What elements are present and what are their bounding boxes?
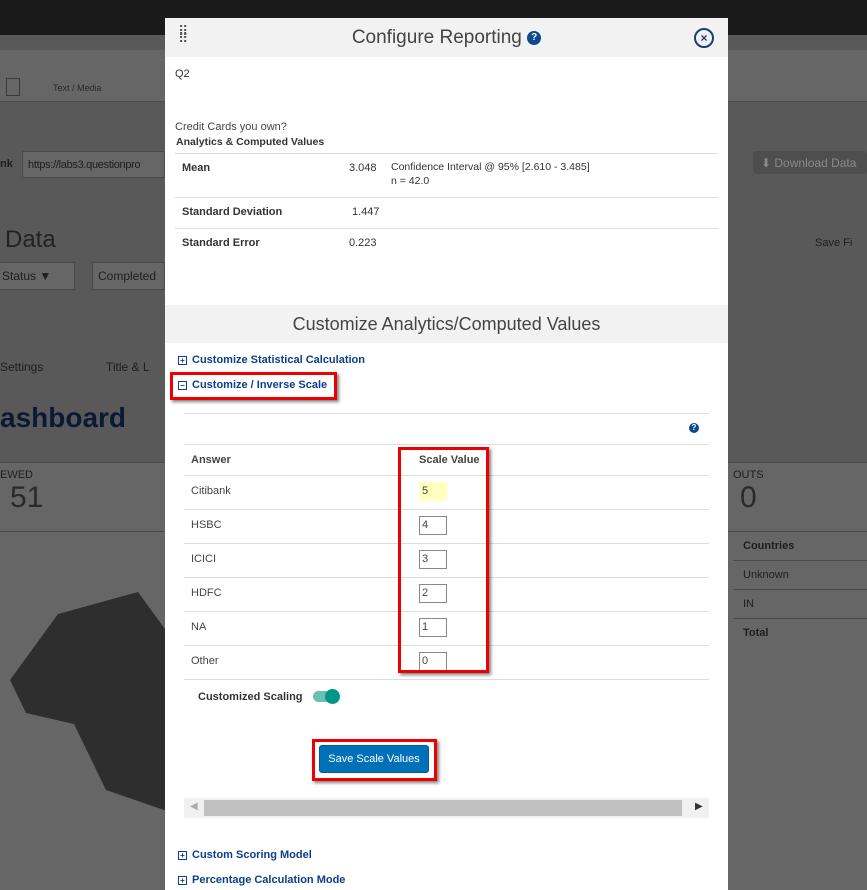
modal-header: ⠿ ⠿ Configure Reporting ? × [165, 18, 728, 57]
save-filter-link[interactable]: Save Fi [815, 237, 853, 249]
scroll-left-icon[interactable]: ◀ [190, 801, 198, 812]
question-id: Q2 [175, 68, 190, 80]
highlight-box [170, 372, 337, 400]
link-label: nk [0, 158, 13, 170]
answer-label: Citibank [191, 485, 231, 497]
accordion-inverse-scale[interactable]: − Customize / Inverse Scale [178, 379, 327, 391]
scale-value-input[interactable]: 3 [419, 550, 447, 569]
accordion-statistical-calculation[interactable]: + Customize Statistical Calculation [178, 354, 365, 366]
countries-total: Total [743, 627, 769, 639]
answer-label: Other [191, 655, 219, 667]
stat-label: Standard Error [182, 237, 260, 249]
viewed-label: EWED [0, 469, 33, 481]
country-row: Unknown [733, 561, 867, 590]
save-scale-values-button[interactable]: Save Scale Values [319, 745, 429, 773]
collapse-icon: − [178, 381, 187, 390]
scale-value-input[interactable]: 2 [419, 584, 447, 603]
world-map [10, 592, 170, 812]
accordion-percentage-mode[interactable]: + Percentage Calculation Mode [178, 874, 345, 886]
drag-handle-icon[interactable]: ⠿ ⠿ [178, 23, 188, 46]
scale-value-input[interactable]: 5 [419, 482, 447, 501]
viewed-value: 51 [10, 481, 44, 514]
scale-value-input[interactable]: 0 [419, 652, 447, 671]
title-tab[interactable]: Title & L [106, 360, 150, 374]
scale-value-input[interactable]: 4 [419, 516, 447, 535]
scale-value-input[interactable]: 1 [419, 618, 447, 637]
text-media-icon [6, 78, 20, 96]
survey-link-input[interactable]: https://labs3.questionpro [22, 151, 165, 178]
accordion-label: Custom Scoring Model [192, 849, 312, 861]
stat-value: 0.223 [349, 237, 377, 249]
modal-title-text: Configure Reporting [351, 27, 522, 48]
customized-scaling-label: Customized Scaling [198, 691, 303, 703]
stat-label: Mean [182, 162, 211, 174]
scale-help-icon[interactable]: ? [689, 423, 699, 433]
accordion-custom-scoring[interactable]: + Custom Scoring Model [178, 849, 312, 861]
answer-label: HDFC [191, 587, 222, 599]
data-title: Data [5, 226, 56, 253]
expand-icon: + [178, 851, 187, 860]
configure-reporting-modal: ⠿ ⠿ Configure Reporting ? × Q2 Credit Car… [165, 18, 728, 890]
stat-row-std-dev: Standard Deviation 1.447 [175, 197, 718, 228]
stat-row-std-error: Standard Error 0.223 [175, 228, 718, 259]
dropouts-label: OUTS [733, 469, 764, 481]
toggle-knob [325, 689, 340, 704]
answer-label: HSBC [191, 519, 222, 531]
accordion-label: Customize Statistical Calculation [192, 354, 365, 366]
country-row: IN [733, 590, 867, 619]
download-data-button[interactable]: ⬇ Download Data [753, 151, 867, 174]
stat-row-mean: Mean 3.048 Confidence Interval @ 95% [2.… [175, 153, 718, 197]
modal-title: Configure Reporting ? [165, 18, 728, 57]
stat-label: Standard Deviation [182, 206, 283, 218]
completed-filter[interactable]: Completed [92, 262, 165, 290]
scrollbar-thumb[interactable] [204, 800, 682, 816]
expand-icon: + [178, 356, 187, 365]
horizontal-scrollbar[interactable]: ◀ ▶ [184, 798, 709, 818]
toolbar-text-media[interactable]: Text / Media [53, 83, 102, 93]
sample-size: n = 42.0 [391, 175, 430, 187]
answer-column-header: Answer [191, 454, 231, 466]
customized-scaling-toggle[interactable] [313, 689, 340, 704]
answer-label: ICICI [191, 553, 217, 565]
customize-section-heading: Customize Analytics/Computed Values [165, 305, 728, 343]
dropouts-value: 0 [740, 481, 757, 514]
help-icon[interactable]: ? [527, 30, 542, 45]
question-text: Credit Cards you own? [175, 121, 287, 133]
confidence-interval: Confidence Interval @ 95% [2.610 - 3.485… [391, 161, 590, 173]
accordion-label: Customize / Inverse Scale [192, 379, 328, 391]
answer-label: NA [191, 621, 207, 633]
status-filter-label: Status [2, 269, 37, 283]
stat-value: 3.048 [349, 162, 377, 174]
scale-value-column-header: Scale Value [419, 454, 480, 466]
dashboard-title: ashboard [0, 402, 127, 433]
stat-value: 1.447 [352, 206, 380, 218]
countries-table: Countries Unknown IN Total [733, 532, 867, 647]
download-label: Download Data [774, 156, 857, 170]
analytics-heading: Analytics & Computed Values [176, 136, 325, 148]
scroll-right-icon[interactable]: ▶ [695, 801, 703, 812]
countries-header: Countries [733, 532, 867, 561]
accordion-label: Percentage Calculation Mode [192, 874, 346, 886]
status-filter[interactable]: Status ▼ [0, 262, 75, 290]
expand-icon: + [178, 876, 187, 885]
settings-tab[interactable]: Settings [0, 360, 44, 374]
highlight-box [398, 447, 489, 673]
highlight-box [312, 739, 437, 781]
close-icon[interactable]: × [694, 28, 714, 48]
